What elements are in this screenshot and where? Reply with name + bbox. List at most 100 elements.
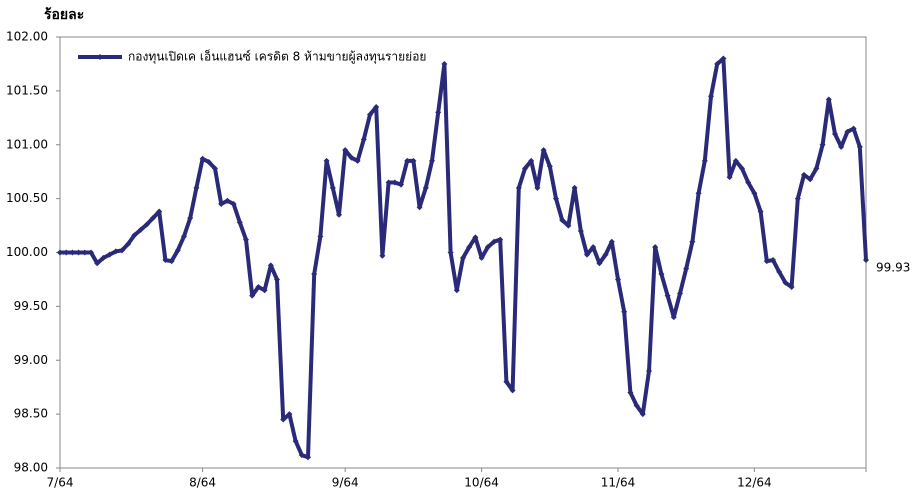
marker	[782, 279, 789, 286]
marker	[863, 257, 869, 264]
marker	[466, 244, 473, 251]
marker	[391, 179, 398, 186]
marker	[515, 184, 522, 191]
marker	[205, 158, 212, 165]
marker	[819, 141, 826, 148]
x-tick-label: 11/64	[601, 476, 636, 490]
marker	[230, 201, 237, 208]
marker	[844, 128, 851, 135]
marker	[739, 165, 745, 172]
marker	[212, 165, 218, 172]
y-axis-title: ร้อยละ	[44, 7, 84, 23]
marker	[652, 244, 659, 251]
marker	[354, 157, 361, 164]
plot-frame	[59, 36, 867, 469]
marker	[503, 378, 510, 385]
marker	[677, 290, 683, 297]
marker	[441, 60, 448, 67]
marker	[385, 179, 392, 186]
x-tick-label: 7/64	[47, 476, 74, 490]
marker	[627, 389, 634, 396]
marker	[224, 197, 231, 204]
marker	[478, 254, 485, 261]
marker	[646, 368, 652, 375]
y-tick-label: 102.00	[6, 30, 48, 44]
y-tick-label: 98.50	[14, 407, 48, 421]
marker	[336, 211, 342, 218]
marker	[528, 157, 535, 164]
marker	[267, 262, 274, 269]
marker	[137, 226, 144, 233]
marker	[621, 308, 628, 315]
x-tick-label: 8/64	[189, 476, 216, 490]
marker	[88, 249, 94, 256]
marker	[689, 238, 696, 245]
marker	[633, 402, 640, 409]
marker	[590, 244, 597, 251]
marker	[150, 215, 156, 222]
marker	[683, 265, 690, 272]
marker	[243, 236, 249, 243]
marker	[484, 244, 491, 251]
marker	[745, 179, 752, 186]
marker	[360, 136, 367, 143]
end-value-label: 99.93	[876, 261, 910, 275]
marker	[447, 249, 454, 256]
marker	[801, 171, 807, 178]
marker	[664, 292, 671, 299]
y-tick-label: 101.00	[6, 137, 48, 151]
marker	[323, 157, 330, 164]
marker	[701, 157, 708, 164]
marker	[398, 181, 404, 188]
marker	[143, 221, 150, 228]
marker	[714, 60, 721, 67]
marker	[540, 147, 547, 154]
marker	[193, 184, 200, 191]
marker	[311, 271, 318, 278]
marker	[522, 165, 528, 172]
y-tick-label: 100.00	[6, 245, 48, 259]
marker	[274, 276, 280, 283]
x-tick-label: 9/64	[332, 476, 359, 490]
marker	[615, 276, 621, 283]
marker	[838, 143, 845, 150]
marker	[218, 201, 225, 208]
marker	[602, 251, 609, 258]
marker	[763, 258, 770, 265]
marker	[69, 249, 76, 256]
marker	[435, 109, 442, 116]
marker	[776, 268, 783, 275]
marker	[832, 130, 838, 137]
marker	[807, 176, 814, 183]
marker	[770, 257, 776, 264]
marker	[187, 215, 194, 222]
marker	[305, 454, 311, 461]
marker	[125, 240, 132, 247]
marker	[453, 287, 460, 294]
marker	[131, 232, 138, 239]
marker	[298, 452, 305, 459]
x-tick-label: 12/64	[737, 476, 772, 490]
marker	[81, 249, 88, 256]
marker	[57, 249, 63, 256]
marker	[757, 208, 764, 215]
marker	[317, 233, 324, 240]
marker	[491, 238, 497, 245]
marker	[410, 157, 417, 164]
marker	[608, 238, 615, 245]
marker	[695, 190, 702, 197]
y-tick-label: 101.50	[6, 83, 48, 97]
marker	[571, 184, 578, 191]
marker	[670, 314, 677, 321]
marker	[732, 157, 739, 164]
y-tick-label: 100.50	[6, 191, 48, 205]
legend-marker	[97, 54, 103, 60]
marker	[255, 283, 262, 290]
marker	[404, 157, 411, 164]
marker	[813, 165, 820, 172]
marker	[534, 184, 541, 191]
marker	[751, 190, 758, 197]
marker	[63, 249, 70, 256]
marker	[565, 222, 572, 229]
